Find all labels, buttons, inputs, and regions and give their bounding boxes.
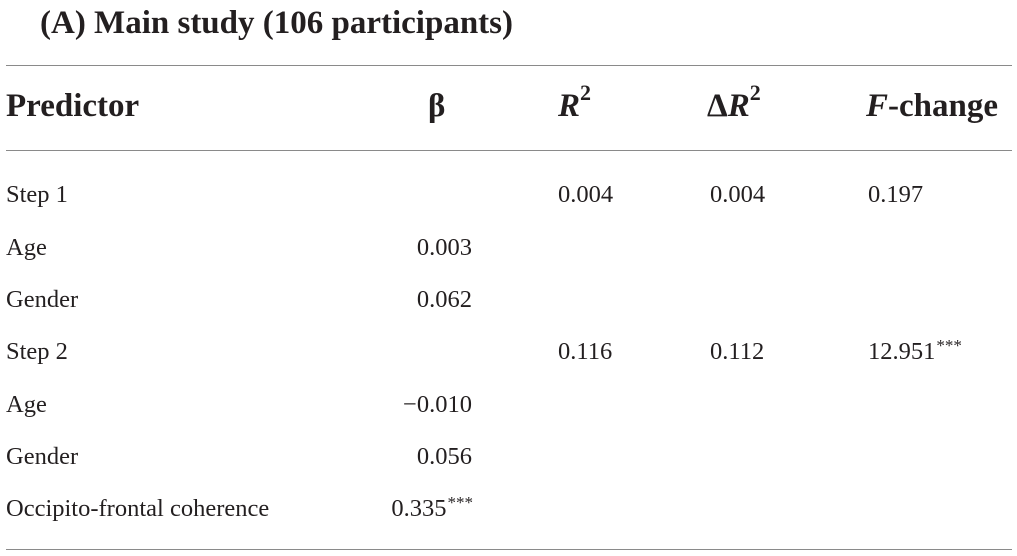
row-beta-value: 0.056 bbox=[416, 443, 472, 470]
row-f-change-value: 12.951 bbox=[868, 338, 936, 365]
row-beta: 0.003 bbox=[417, 231, 473, 265]
row-beta-stars: *** bbox=[447, 493, 474, 512]
row-beta-value: 0.335 bbox=[391, 495, 447, 522]
top-rule bbox=[6, 65, 1012, 66]
header-f-change: F-change bbox=[866, 82, 998, 130]
row-beta: 0.062 bbox=[417, 283, 473, 317]
row-beta-value: −0.010 bbox=[403, 391, 472, 418]
row-f-change-stars: *** bbox=[936, 336, 962, 355]
header-beta: β bbox=[428, 88, 446, 124]
header-delta-symbol: Δ bbox=[707, 88, 728, 124]
row-r-squared: 0.116 bbox=[558, 338, 613, 365]
row-delta-r-squared: 0.112 bbox=[710, 338, 765, 365]
row-beta: −0.010 bbox=[403, 388, 473, 422]
row-predictor: Age bbox=[6, 234, 47, 261]
row-f-change bbox=[868, 231, 869, 265]
row-f-change bbox=[868, 492, 869, 526]
row-beta-value: 0.003 bbox=[416, 234, 472, 261]
row-predictor: Gender bbox=[6, 286, 79, 313]
row-r-squared: 0.004 bbox=[558, 181, 614, 208]
row-f-change bbox=[868, 440, 869, 474]
row-beta-value: 0.062 bbox=[416, 286, 472, 313]
row-predictor: Age bbox=[6, 391, 47, 418]
header-r-squared-symbol: R bbox=[558, 88, 581, 124]
header-delta-r-exponent: 2 bbox=[749, 80, 761, 105]
header-delta-r-squared: ΔR2 bbox=[707, 82, 761, 130]
header-predictor: Predictor bbox=[6, 88, 140, 124]
header-f-symbol: F bbox=[866, 88, 889, 124]
row-f-change-value: 0.197 bbox=[868, 181, 924, 208]
header-r-squared-exponent: 2 bbox=[580, 80, 592, 105]
row-f-change bbox=[868, 283, 869, 317]
row-beta: 0.056 bbox=[417, 440, 473, 474]
row-predictor: Occipito-frontal coherence bbox=[6, 495, 270, 522]
row-predictor: Gender bbox=[6, 443, 79, 470]
row-f-change: 12.951*** bbox=[868, 335, 962, 369]
row-beta bbox=[472, 178, 473, 212]
row-beta bbox=[472, 335, 473, 369]
row-predictor: Step 2 bbox=[6, 338, 68, 365]
header-r-squared: R2 bbox=[558, 82, 591, 130]
header-delta-r-symbol: R bbox=[727, 88, 750, 124]
row-beta: 0.335*** bbox=[391, 492, 473, 526]
row-f-change bbox=[868, 388, 869, 422]
row-predictor: Step 1 bbox=[6, 181, 68, 208]
header-rule bbox=[6, 150, 1012, 151]
header-f-change-text: -change bbox=[888, 88, 999, 124]
table-caption: (A) Main study (106 participants) bbox=[40, 5, 514, 41]
row-f-change: 0.197 bbox=[868, 178, 924, 212]
row-delta-r-squared: 0.004 bbox=[710, 181, 766, 208]
bottom-rule bbox=[6, 549, 1012, 550]
